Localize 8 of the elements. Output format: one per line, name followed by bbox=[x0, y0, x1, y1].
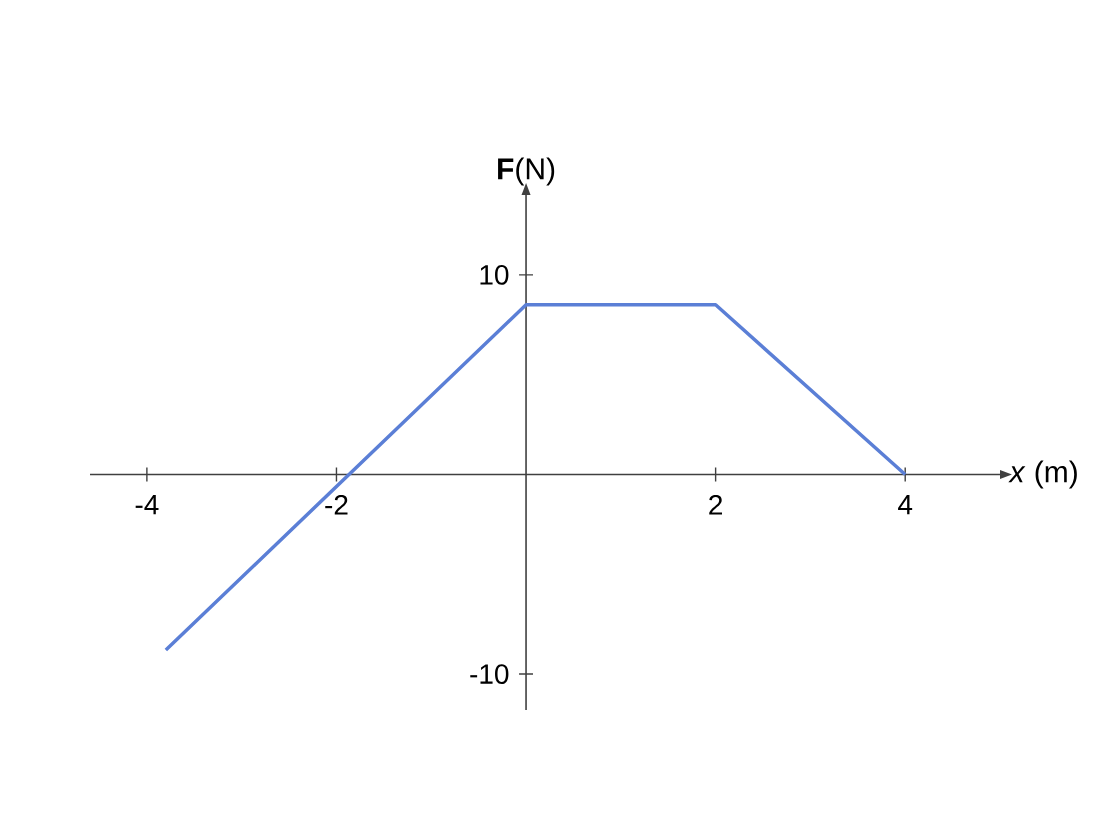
x-tick-label: -4 bbox=[135, 494, 159, 515]
y-tick-label: -10 bbox=[470, 664, 509, 684]
y-tick-label: 10 bbox=[480, 264, 509, 285]
x-tick-label: 2 bbox=[709, 494, 722, 515]
x-axis-title: x (m) bbox=[1008, 460, 1077, 489]
x-tick-label: 4 bbox=[898, 494, 913, 515]
y-axis-title: F(N) bbox=[498, 157, 555, 186]
x-tick-label: -2 bbox=[325, 494, 348, 515]
